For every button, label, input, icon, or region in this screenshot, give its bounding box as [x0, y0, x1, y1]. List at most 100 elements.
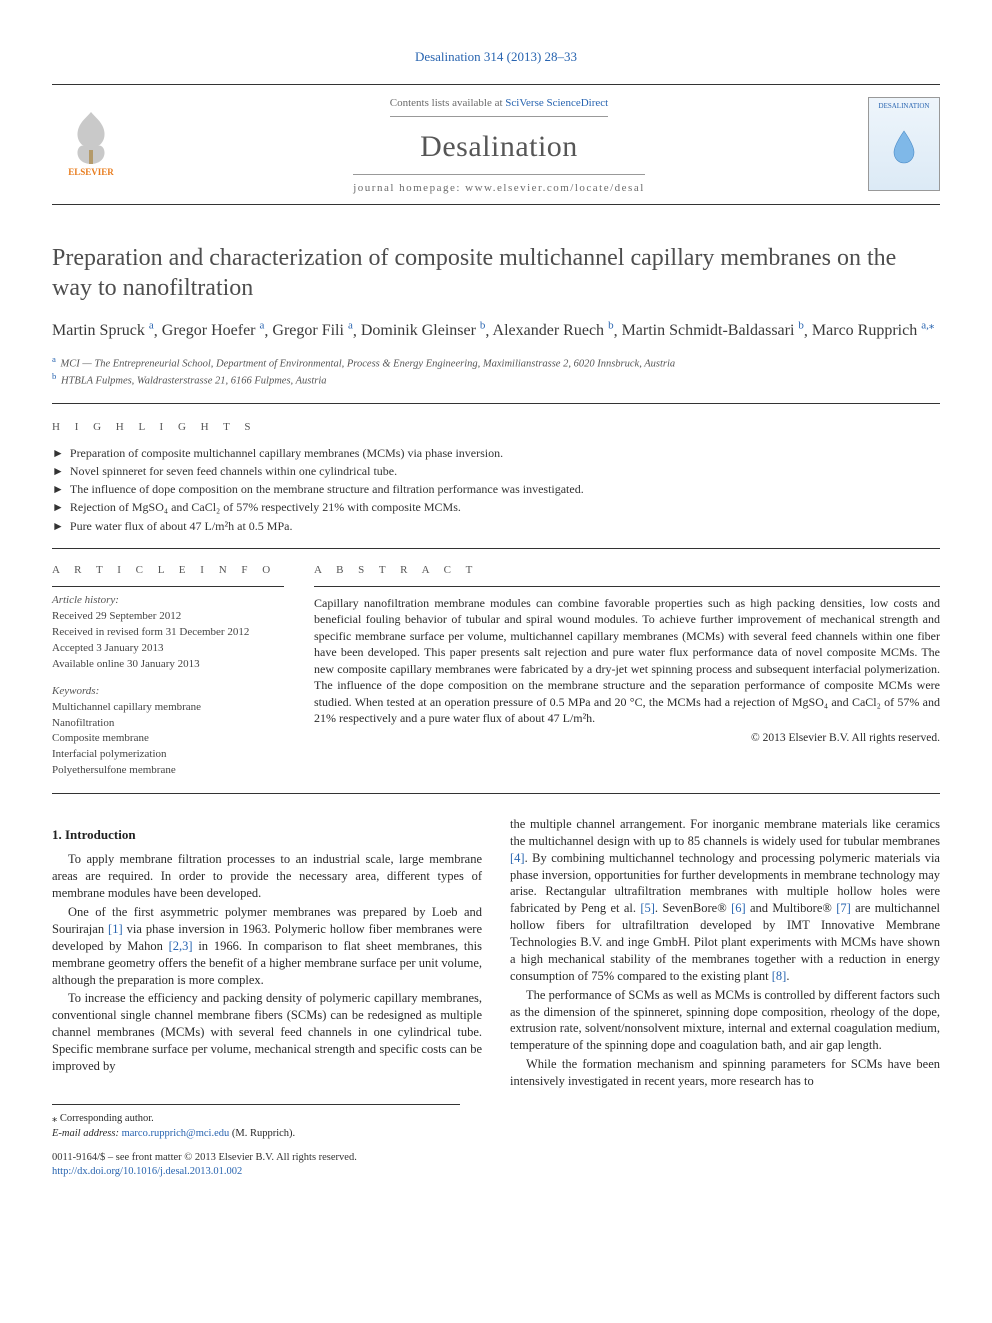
history-entry: Accepted 3 January 2013 [52, 641, 284, 656]
author: Marco Rupprich a,⁎ [812, 322, 934, 339]
author-affiliation-marker: b [798, 320, 804, 332]
citation-link[interactable]: [2,3] [169, 939, 193, 953]
abstract-column: A B S T R A C T Capillary nanofiltration… [314, 563, 940, 779]
bullet-arrow-icon: ► [52, 446, 64, 460]
author: Gregor Hoefer a [162, 322, 265, 339]
author-affiliation-marker: a [149, 320, 154, 332]
body-paragraph: To increase the efficiency and packing d… [52, 990, 482, 1074]
body-text: . [786, 969, 789, 983]
affiliation-key: b [52, 371, 56, 381]
author: Martin Spruck a [52, 322, 154, 339]
highlight-item: ►Rejection of MgSO₄ and CaCl₂ of 57% res… [52, 499, 940, 515]
keywords-list: Multichannel capillary membraneNanofiltr… [52, 700, 284, 778]
highlights-list: ►Preparation of composite multichannel c… [52, 445, 940, 534]
author: Martin Schmidt-Baldassari b [622, 322, 804, 339]
keyword: Interfacial polymerization [52, 747, 284, 762]
issn-copyright-line: 0011-9164/$ – see front matter © 2013 El… [52, 1151, 940, 1165]
cover-label: DESALINATION [879, 102, 930, 111]
citation-link[interactable]: [7] [836, 901, 851, 915]
sciencedirect-link[interactable]: SciVerse ScienceDirect [505, 97, 608, 109]
author-affiliation-marker: a [260, 320, 265, 332]
homepage-url: www.elsevier.com/locate/desal [465, 182, 645, 194]
author-affiliation-marker: b [480, 320, 486, 332]
body-paragraph: The performance of SCMs as well as MCMs … [510, 987, 940, 1055]
water-droplet-icon [891, 130, 917, 164]
author: Alexander Ruech b [493, 322, 614, 339]
history-entry: Received in revised form 31 December 201… [52, 625, 284, 640]
horizontal-rule [52, 586, 284, 587]
article-history-label: Article history: [52, 593, 284, 608]
history-entry: Available online 30 January 2013 [52, 657, 284, 672]
journal-title: Desalination [144, 127, 854, 168]
body-paragraph: To apply membrane filtration processes t… [52, 851, 482, 902]
highlight-item: ►Preparation of composite multichannel c… [52, 445, 940, 461]
bullet-arrow-icon: ► [52, 500, 64, 514]
horizontal-rule [52, 793, 940, 794]
email-link[interactable]: marco.rupprich@mci.edu [122, 1128, 230, 1139]
keyword: Multichannel capillary membrane [52, 700, 284, 715]
abstract-text: Capillary nanofiltration membrane module… [314, 595, 940, 727]
author-affiliation-marker: a [348, 320, 353, 332]
elsevier-tree-icon [66, 110, 116, 166]
journal-homepage-line: journal homepage: www.elsevier.com/locat… [353, 174, 645, 196]
bullet-arrow-icon: ► [52, 482, 64, 496]
history-entry: Received 29 September 2012 [52, 609, 284, 624]
section-heading-introduction: 1. Introduction [52, 826, 482, 844]
publisher-logo-text: ELSEVIER [68, 166, 114, 178]
masthead-center: Contents lists available at SciVerse Sci… [144, 93, 854, 196]
article-info-column: A R T I C L E I N F O Article history: R… [52, 563, 284, 779]
homepage-prefix: journal homepage: [353, 182, 465, 194]
highlight-item: ►Novel spinneret for seven feed channels… [52, 463, 940, 479]
citation-link[interactable]: [6] [731, 901, 746, 915]
doi-link[interactable]: http://dx.doi.org/10.1016/j.desal.2013.0… [52, 1166, 242, 1177]
citation-link[interactable]: [4] [510, 851, 525, 865]
body-text: the multiple channel arrangement. For in… [510, 817, 940, 848]
article-info-label: A R T I C L E I N F O [52, 563, 284, 578]
body-text: . SevenBore® [655, 901, 731, 915]
affiliation-key: a [52, 354, 56, 364]
highlight-item: ►The influence of dope composition on th… [52, 481, 940, 497]
page-root: Desalination 314 (2013) 28–33 ELSEVIER C… [0, 0, 992, 1220]
masthead: ELSEVIER Contents lists available at Sci… [52, 84, 940, 205]
body-text: and Multibore® [746, 901, 837, 915]
body-two-column: 1. Introduction To apply membrane filtra… [52, 816, 940, 1090]
author-affiliation-marker: b [608, 320, 614, 332]
highlight-item: ►Pure water flux of about 47 L/m²h at 0.… [52, 518, 940, 534]
publisher-logo: ELSEVIER [52, 100, 130, 188]
email-label: E-mail address: [52, 1128, 122, 1139]
corresponding-author-email-line: E-mail address: marco.rupprich@mci.edu (… [52, 1127, 460, 1141]
affiliations: a MCI — The Entrepreneurial School, Depa… [52, 354, 940, 389]
body-paragraph: While the formation mechanism and spinni… [510, 1056, 940, 1090]
citation-link[interactable]: [5] [640, 901, 655, 915]
author: Dominik Gleinser b [361, 322, 486, 339]
article-history-list: Received 29 September 2012Received in re… [52, 609, 284, 671]
front-matter-footer: 0011-9164/$ – see front matter © 2013 El… [52, 1151, 940, 1179]
keywords-label: Keywords: [52, 684, 284, 699]
abstract-copyright: © 2013 Elsevier B.V. All rights reserved… [314, 731, 940, 747]
body-paragraph: One of the first asymmetric polymer memb… [52, 904, 482, 988]
article-title: Preparation and characterization of comp… [52, 243, 940, 303]
bullet-arrow-icon: ► [52, 464, 64, 478]
journal-cover-thumbnail: DESALINATION [868, 97, 940, 191]
contents-available-line: Contents lists available at SciVerse Sci… [390, 96, 608, 118]
keyword: Polyethersulfone membrane [52, 763, 284, 778]
author: Gregor Fili a [272, 322, 352, 339]
journal-ref-link[interactable]: Desalination 314 (2013) 28–33 [415, 49, 577, 64]
info-abstract-row: A R T I C L E I N F O Article history: R… [52, 563, 940, 779]
citation-link[interactable]: [1] [108, 922, 123, 936]
keyword: Nanofiltration [52, 716, 284, 731]
keyword: Composite membrane [52, 731, 284, 746]
highlights-label: H I G H L I G H T S [52, 420, 940, 435]
contents-prefix: Contents lists available at [390, 97, 505, 109]
journal-reference: Desalination 314 (2013) 28–33 [52, 48, 940, 66]
author-list: Martin Spruck a, Gregor Hoefer a, Gregor… [52, 319, 940, 342]
email-paren: (M. Rupprich). [229, 1128, 295, 1139]
affiliation: a MCI — The Entrepreneurial School, Depa… [52, 354, 940, 372]
abstract-label: A B S T R A C T [314, 563, 940, 578]
citation-link[interactable]: [8] [772, 969, 787, 983]
horizontal-rule [52, 403, 940, 404]
body-paragraph: the multiple channel arrangement. For in… [510, 816, 940, 985]
corresponding-author-footnote: ⁎ Corresponding author. E-mail address: … [52, 1104, 460, 1141]
horizontal-rule [314, 586, 940, 587]
bullet-arrow-icon: ► [52, 519, 64, 533]
